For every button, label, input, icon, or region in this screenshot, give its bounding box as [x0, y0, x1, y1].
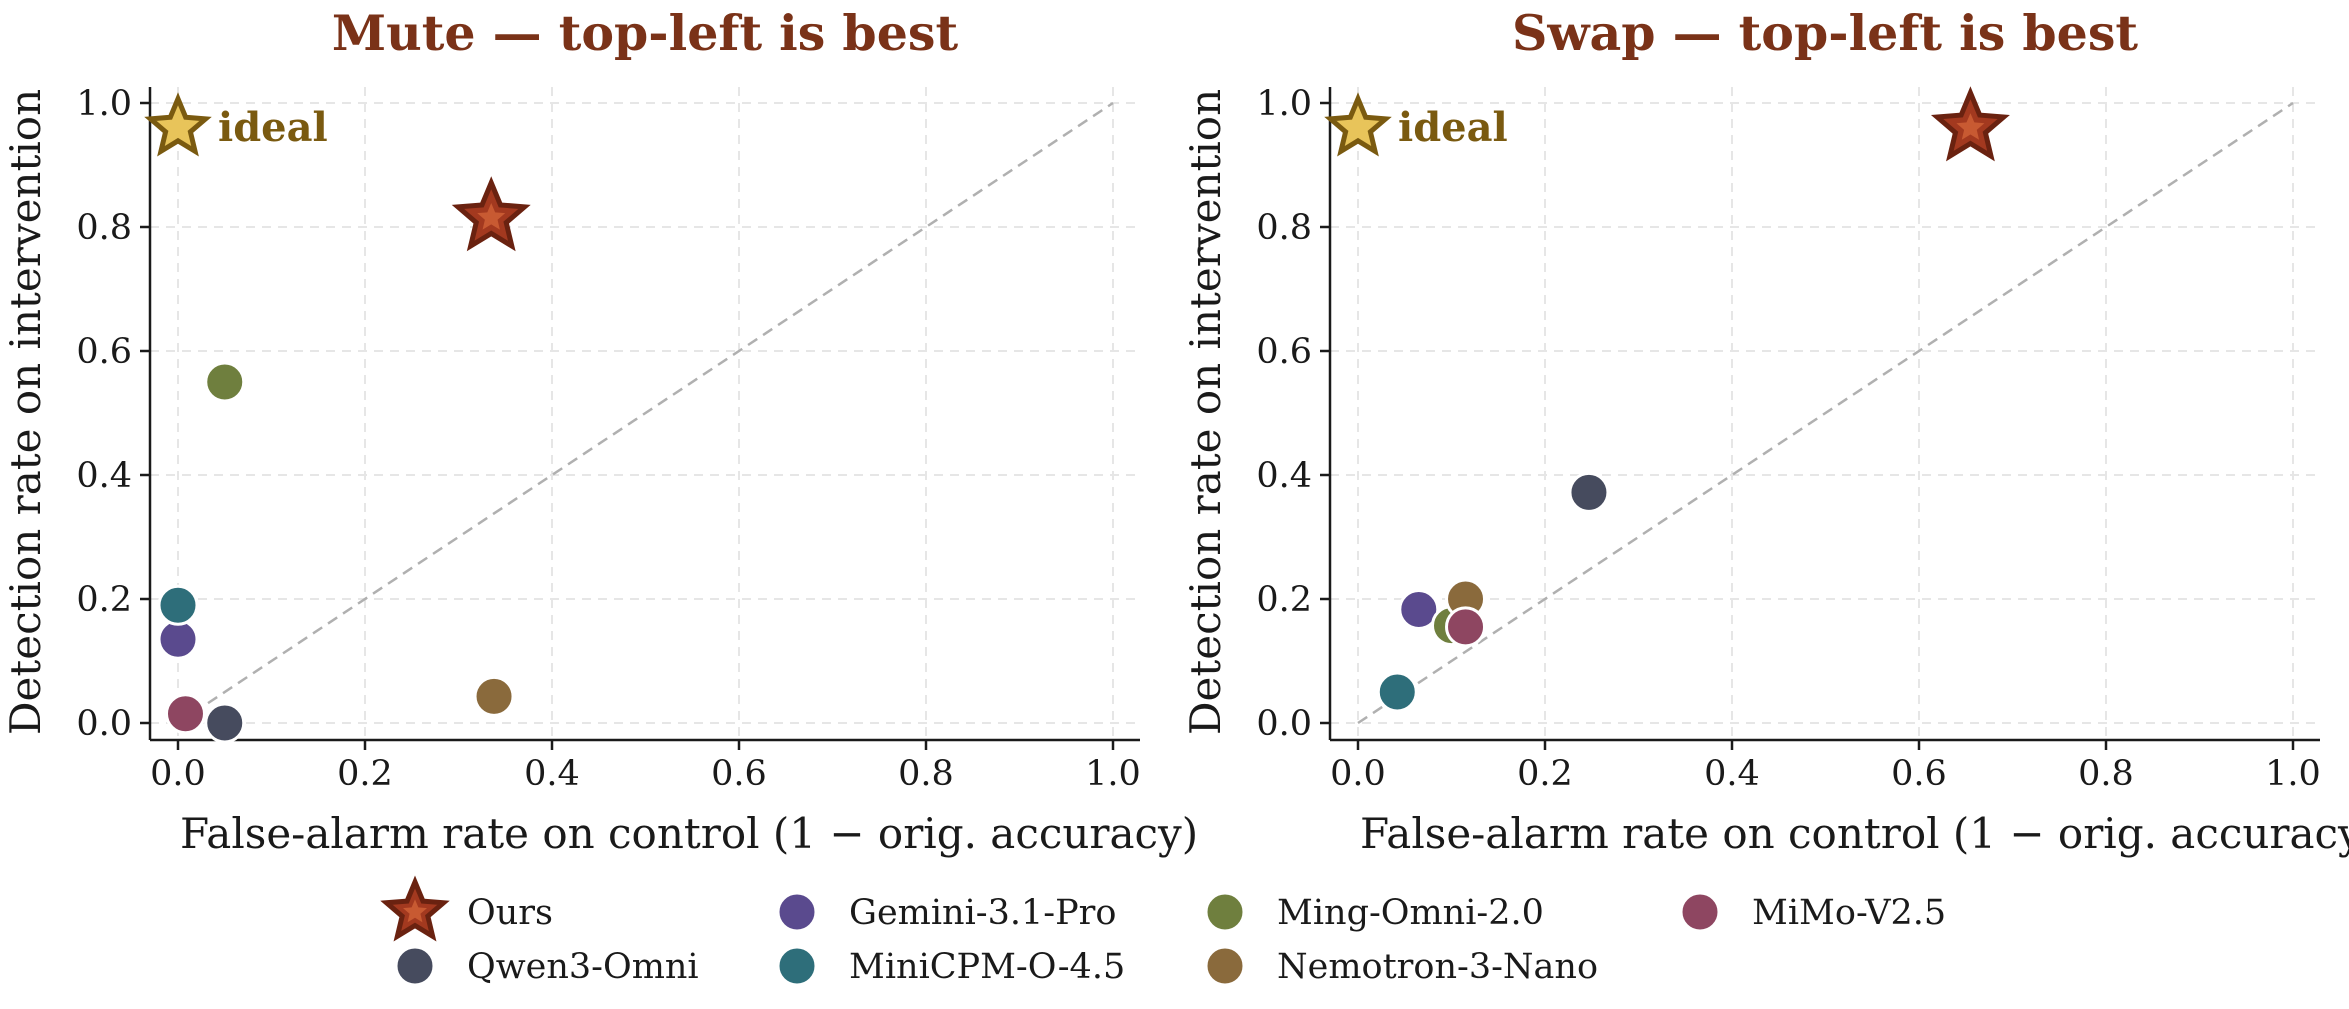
x-tick-label: 0.4 — [524, 754, 580, 794]
chart-title: Mute — top-left is best — [332, 4, 959, 62]
point-mimo-v2-5 — [1445, 606, 1487, 648]
y-tick-label: 0.2 — [76, 580, 132, 620]
x-tick-label: 0.8 — [2078, 754, 2134, 794]
y-tick-label: 0.6 — [76, 332, 132, 372]
legend-entry-minicpm-o-4-5: MiniCPM-O-4.5 — [776, 945, 1125, 987]
legend-marker-mimo-v2-5 — [1679, 891, 1721, 933]
legend-label-nemotron-3-nano: Nemotron-3-Nano — [1277, 947, 1598, 987]
legend-entry-ming-omni-2-0: Ming-Omni-2.0 — [1204, 891, 1544, 933]
x-tick-label: 1.0 — [2265, 754, 2321, 794]
y-tick-label: 1.0 — [1256, 84, 1312, 124]
x-tick-label: 0.2 — [1517, 754, 1573, 794]
x-tick-label: 0.6 — [1891, 754, 1947, 794]
legend-label-qwen3-omni: Qwen3-Omni — [467, 947, 699, 987]
panel-mute: 0.0 0.2 0.4 0.6 0.8 1.0 0.0 0.2 0.4 0.6 0.8 1.0 Mute… — [1, 4, 1198, 858]
legend-entry-mimo-v2-5: MiMo-V2.5 — [1679, 891, 1946, 933]
x-tick-label: 0.0 — [1330, 754, 1386, 794]
point-ours-inner — [1956, 113, 1985, 140]
ideal-label: ideal — [218, 104, 328, 151]
x-axis-label: False-alarm rate on control (1 − orig. a… — [180, 809, 1198, 858]
x-axis-label: False-alarm rate on control (1 − orig. a… — [1360, 809, 2349, 858]
ideal-star-marker-inner — [1346, 115, 1370, 138]
legend-marker-nemotron-3-nano — [1204, 945, 1246, 987]
point-qwen3-omni — [1568, 471, 1610, 513]
legend-label-gemini-3-1-pro: Gemini-3.1-Pro — [849, 893, 1116, 933]
diagonal-reference-line — [177, 101, 1114, 725]
grid — [1330, 87, 2320, 740]
point-ming-omni-2-0 — [204, 361, 246, 403]
legend-label-ming-omni-2-0: Ming-Omni-2.0 — [1277, 893, 1544, 933]
legend-entry-ours: Ours — [380, 875, 553, 942]
y-tick-label: 1.0 — [76, 84, 132, 124]
legend: Ours Qwen3-Omni Gemini-3.1-Pro MiniCPM-O-4.… — [380, 875, 1946, 987]
legend-marker-qwen3-omni — [394, 945, 436, 987]
point-ours — [451, 176, 531, 252]
panel-swap: 0.0 0.2 0.4 0.6 0.8 1.0 0.0 0.2 0.4 0.6 0.8 1.0 Swap… — [1181, 4, 2349, 858]
legend-marker-ours-inner — [403, 899, 427, 923]
ideal-star-marker-inner — [166, 115, 190, 138]
ideal-star-marker — [144, 92, 212, 157]
x-tick-label: 0.6 — [711, 754, 767, 794]
ideal-label: ideal — [1398, 104, 1508, 151]
x-tick-label: 0.2 — [337, 754, 393, 794]
y-tick-label: 0.4 — [76, 456, 132, 496]
y-tick-label: 0.0 — [76, 704, 132, 744]
y-tick-label: 0.8 — [1256, 208, 1312, 248]
legend-entry-nemotron-3-nano: Nemotron-3-Nano — [1204, 945, 1598, 987]
legend-entry-gemini-3-1-pro: Gemini-3.1-Pro — [776, 891, 1116, 933]
point-qwen3-omni — [204, 702, 246, 744]
y-tick-label: 0.8 — [76, 208, 132, 248]
y-tick-label: 0.2 — [1256, 580, 1312, 620]
point-gemini-3-1-pro — [157, 618, 199, 660]
point-minicpm-o-4-5 — [157, 584, 199, 626]
diagonal-reference-line — [1357, 101, 2294, 725]
point-mimo-v2-5 — [164, 693, 206, 735]
point-minicpm-o-4-5 — [1376, 671, 1418, 713]
legend-label-mimo-v2-5: MiMo-V2.5 — [1752, 893, 1946, 933]
y-tick-label: 0.6 — [1256, 332, 1312, 372]
point-ours-inner — [477, 203, 506, 230]
x-tick-label: 1.0 — [1085, 754, 1141, 794]
y-tick-label: 0.4 — [1256, 456, 1312, 496]
y-axis-label: Detection rate on intervention — [1181, 89, 1230, 735]
grid — [150, 87, 1140, 740]
y-tick-label: 0.0 — [1256, 704, 1312, 744]
scatter-points — [1376, 86, 2010, 713]
legend-entry-qwen3-omni: Qwen3-Omni — [394, 945, 699, 987]
x-tick-label: 0.0 — [150, 754, 206, 794]
x-tick-label: 0.4 — [1704, 754, 1760, 794]
legend-label-ours: Ours — [467, 893, 553, 933]
legend-label-minicpm-o-4-5: MiniCPM-O-4.5 — [849, 947, 1125, 987]
point-gemini-3-1-pro — [1398, 589, 1440, 631]
chart-title: Swap — top-left is best — [1512, 4, 2138, 62]
x-tick-label: 0.8 — [898, 754, 954, 794]
point-nemotron-3-nano — [473, 675, 515, 717]
legend-marker-ming-omni-2-0 — [1204, 891, 1246, 933]
scatter-points — [157, 176, 531, 744]
point-ours — [1930, 86, 2010, 162]
legend-marker-minicpm-o-4-5 — [776, 945, 818, 987]
ideal-star-marker — [1324, 92, 1392, 157]
y-axis-label: Detection rate on intervention — [1, 89, 50, 735]
legend-marker-ours — [380, 875, 450, 942]
legend-marker-gemini-3-1-pro — [776, 891, 818, 933]
